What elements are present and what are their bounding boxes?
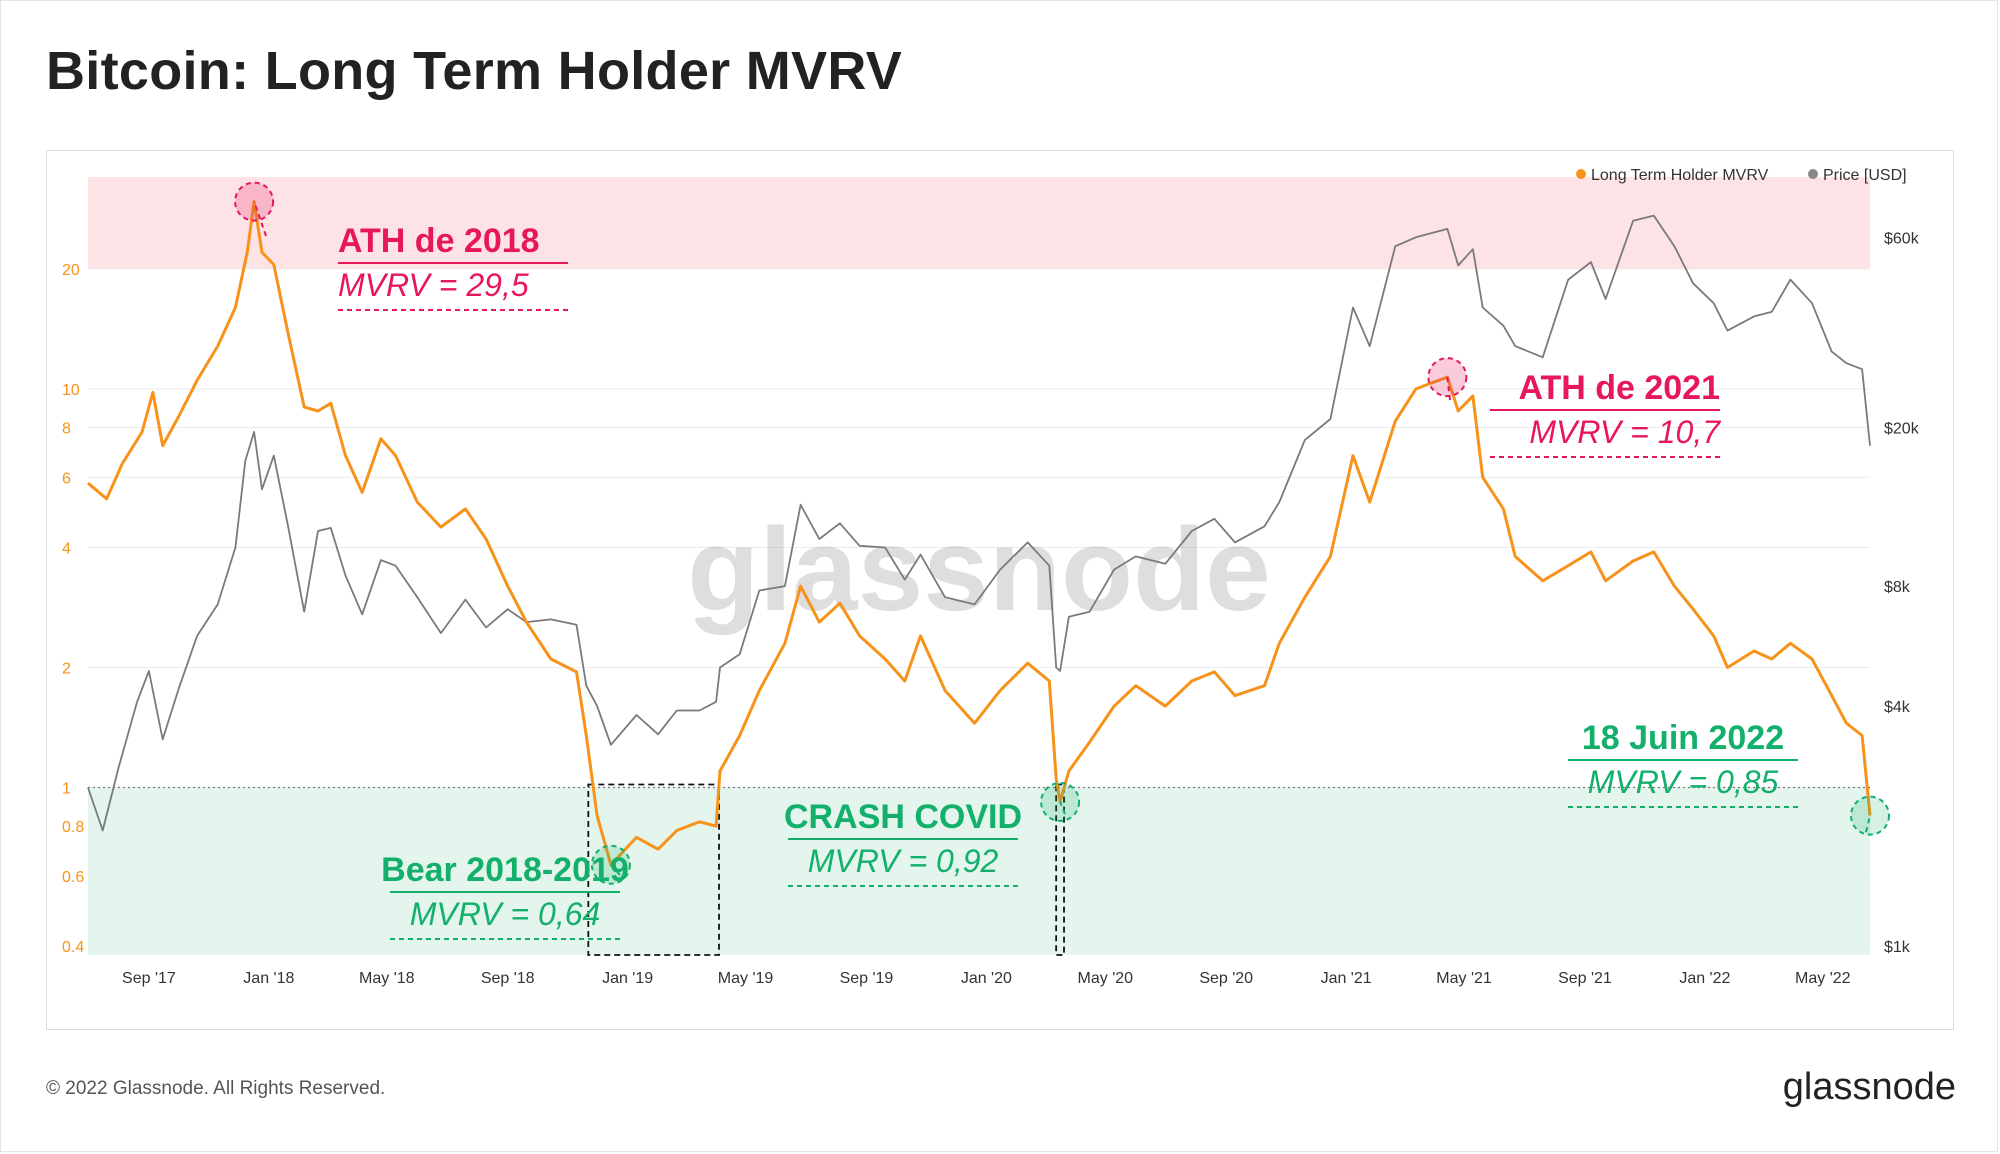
june-marker xyxy=(1850,795,1890,836)
x-tick-label: May '21 xyxy=(1436,970,1492,987)
left-tick-label: 4 xyxy=(62,540,71,557)
chart-frame xyxy=(46,150,1954,1030)
mvrv-line xyxy=(87,200,1872,867)
june-label: 18 Juin 2022 xyxy=(1582,719,1784,757)
page-title: Bitcoin: Long Term Holder MVRV xyxy=(46,41,903,101)
left-tick-label: 10 xyxy=(62,382,80,399)
june-connector xyxy=(1865,815,1871,833)
ath2021-label: ATH de 2021 xyxy=(1518,369,1720,407)
left-tick-label: 20 xyxy=(62,262,80,279)
covid-box xyxy=(1055,783,1065,956)
ath2021-sublabel: MVRV = 10,7 xyxy=(1529,414,1721,450)
left-tick-label: 6 xyxy=(62,470,71,487)
ath2021-connector xyxy=(1446,377,1451,401)
x-tick-label: Sep '20 xyxy=(1199,970,1253,987)
bear-box xyxy=(587,783,720,956)
ath2021-marker xyxy=(1427,357,1468,398)
overvalued-zone xyxy=(88,177,1870,269)
left-tick-label: 0.4 xyxy=(62,939,84,956)
june-annotation: 18 Juin 2022 MVRV = 0,85 xyxy=(1568,719,1890,836)
x-tick-label: Jan '19 xyxy=(602,970,653,987)
june-sublabel: MVRV = 0,85 xyxy=(1588,764,1779,800)
right-axis-ticks: $1k $4k $8k $20k $60k xyxy=(1884,230,1920,956)
legend-label-price: Price [USD] xyxy=(1823,167,1907,184)
footer-logo: glassnode xyxy=(1782,1066,1956,1108)
left-tick-label: 8 xyxy=(62,420,71,437)
right-tick-label: $1k xyxy=(1884,939,1911,956)
undervalued-zone xyxy=(88,787,1870,955)
x-tick-label: Sep '19 xyxy=(840,970,894,987)
x-axis-ticks: Sep '17 Jan '18 May '18 Sep '18 Jan '19 May '… xyxy=(122,970,1851,987)
x-tick-label: May '18 xyxy=(359,970,415,987)
left-tick-label: 0.6 xyxy=(62,869,84,886)
ath2018-sublabel: MVRV = 29,5 xyxy=(338,267,529,303)
x-tick-label: Jan '20 xyxy=(961,970,1012,987)
legend: Long Term Holder MVRV Price [USD] xyxy=(1576,167,1907,184)
right-tick-label: $8k xyxy=(1884,579,1911,596)
right-tick-label: $20k xyxy=(1884,420,1920,437)
left-axis-ticks: 0.4 0.6 0.8 1 2 4 6 8 10 20 xyxy=(62,262,84,956)
left-tick-label: 2 xyxy=(62,660,71,677)
x-tick-label: Sep '21 xyxy=(1558,970,1612,987)
bear-annotation: Bear 2018-2019 MVRV = 0,64 xyxy=(381,844,631,940)
x-tick-label: Jan '18 xyxy=(243,970,294,987)
ath2018-annotation: ATH de 2018 MVRV = 29,5 xyxy=(234,181,568,311)
x-tick-label: May '22 xyxy=(1795,970,1851,987)
x-tick-label: May '20 xyxy=(1078,970,1134,987)
legend-dot-mvrv xyxy=(1576,169,1586,179)
x-tick-label: Jan '21 xyxy=(1321,970,1372,987)
ath2018-connector xyxy=(253,201,267,237)
left-tick-label: 1 xyxy=(62,780,71,797)
ath2018-label: ATH de 2018 xyxy=(338,222,540,260)
covid-annotation: CRASH COVID MVRV = 0,92 xyxy=(784,781,1081,887)
copyright-text: © 2022 Glassnode. All Rights Reserved. xyxy=(46,1078,386,1099)
legend-label-mvrv: Long Term Holder MVRV xyxy=(1591,167,1769,184)
covid-connector xyxy=(1059,801,1066,815)
price-line xyxy=(87,214,1871,832)
right-tick-label: $4k xyxy=(1884,699,1911,716)
x-tick-label: Sep '17 xyxy=(122,970,176,987)
left-tick-label: 0.8 xyxy=(62,819,84,836)
annotations: ATH de 2018 MVRV = 29,5 ATH de 2021 MVRV = … xyxy=(234,181,1890,940)
x-tick-label: Jan '22 xyxy=(1679,970,1730,987)
covid-sublabel: MVRV = 0,92 xyxy=(808,843,999,879)
legend-dot-price xyxy=(1808,169,1818,179)
bear-sublabel: MVRV = 0,64 xyxy=(410,896,601,932)
bear-label: Bear 2018-2019 xyxy=(381,851,629,889)
highlight-boxes xyxy=(587,783,1065,956)
watermark: glassnode xyxy=(687,504,1271,636)
ath2021-annotation: ATH de 2021 MVRV = 10,7 xyxy=(1427,357,1721,458)
x-tick-label: May '19 xyxy=(718,970,774,987)
bear-connector xyxy=(610,864,621,876)
gridlines xyxy=(88,268,1870,947)
x-tick-label: Sep '18 xyxy=(481,970,535,987)
covid-label: CRASH COVID xyxy=(784,798,1022,836)
right-tick-label: $60k xyxy=(1884,230,1920,247)
